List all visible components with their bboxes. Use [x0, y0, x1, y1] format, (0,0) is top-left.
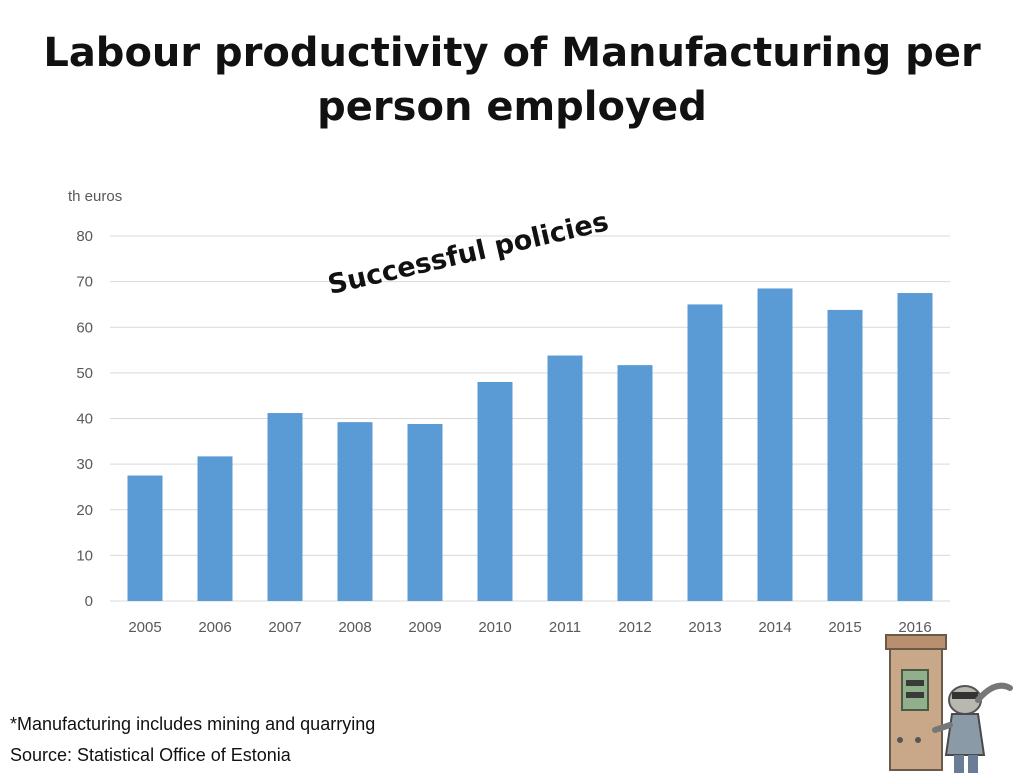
- x-tick-label: 2009: [408, 619, 441, 636]
- bar-2007: [267, 413, 303, 601]
- bar-2013: [687, 304, 723, 601]
- y-tick-label: 70: [76, 274, 93, 291]
- y-tick-label: 80: [76, 228, 93, 245]
- y-tick-label: 60: [76, 319, 93, 336]
- x-tick-label: 2011: [549, 619, 581, 636]
- x-tick-label: 2006: [198, 619, 231, 636]
- bar-2010: [477, 382, 513, 601]
- y-tick-label: 10: [76, 547, 93, 564]
- page-title: Labour productivity of Manufacturing per…: [43, 30, 981, 130]
- x-tick-label: 2010: [478, 619, 511, 636]
- x-tick-label: 2016: [898, 619, 931, 636]
- bar-2012: [617, 365, 653, 601]
- x-tick-label: 2012: [618, 619, 651, 636]
- x-tick-label: 2007: [268, 619, 301, 636]
- x-tick-label: 2005: [128, 619, 161, 636]
- x-tick-label: 2014: [758, 619, 791, 636]
- y-axis-label: th euros: [68, 188, 122, 205]
- x-tick-label: 2015: [828, 619, 861, 636]
- y-tick-label: 30: [76, 456, 93, 473]
- bar-2009: [407, 423, 443, 601]
- bar-2008: [337, 422, 373, 601]
- bar-2015: [827, 309, 863, 601]
- bar-2014: [757, 288, 793, 601]
- y-tick-label: 40: [76, 411, 93, 428]
- bar-2005: [127, 475, 163, 601]
- footnote: *Manufacturing includes mining and quarr…: [10, 714, 376, 734]
- x-tick-label: 2013: [688, 619, 721, 636]
- y-tick-label: 20: [76, 502, 93, 519]
- source-note: Source: Statistical Office of Estonia: [10, 745, 291, 765]
- y-tick-label: 0: [85, 593, 93, 610]
- bar-2016: [897, 293, 933, 601]
- y-tick-label: 50: [76, 365, 93, 382]
- cartoon-illustration: [885, 634, 1013, 773]
- x-tick-label: 2008: [338, 619, 371, 636]
- bar-2006: [197, 456, 233, 601]
- bar-2011: [547, 355, 583, 601]
